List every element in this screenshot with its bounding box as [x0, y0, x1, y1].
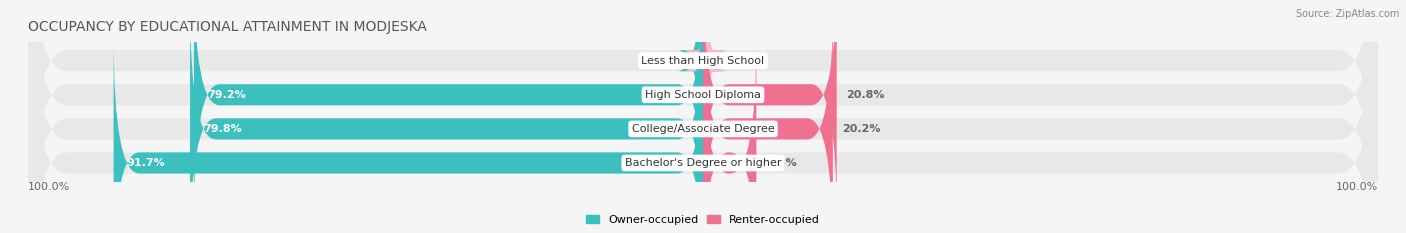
Text: 0.0%: 0.0%: [658, 56, 688, 66]
FancyBboxPatch shape: [28, 0, 1378, 233]
Text: Less than High School: Less than High School: [641, 56, 765, 66]
Text: High School Diploma: High School Diploma: [645, 90, 761, 100]
FancyBboxPatch shape: [190, 3, 703, 233]
Text: 0.0%: 0.0%: [718, 56, 748, 66]
FancyBboxPatch shape: [703, 3, 832, 233]
Text: 100.0%: 100.0%: [1336, 182, 1378, 192]
FancyBboxPatch shape: [28, 0, 1378, 233]
Text: Source: ZipAtlas.com: Source: ZipAtlas.com: [1295, 9, 1399, 19]
Text: 8.3%: 8.3%: [766, 158, 797, 168]
FancyBboxPatch shape: [703, 37, 756, 233]
FancyBboxPatch shape: [703, 0, 837, 221]
Text: 20.8%: 20.8%: [846, 90, 884, 100]
FancyBboxPatch shape: [114, 37, 703, 233]
FancyBboxPatch shape: [28, 0, 1378, 233]
FancyBboxPatch shape: [682, 0, 728, 186]
FancyBboxPatch shape: [194, 0, 703, 221]
FancyBboxPatch shape: [678, 0, 724, 186]
Text: 20.2%: 20.2%: [842, 124, 882, 134]
Text: 79.8%: 79.8%: [202, 124, 242, 134]
Text: College/Associate Degree: College/Associate Degree: [631, 124, 775, 134]
Text: Bachelor's Degree or higher: Bachelor's Degree or higher: [624, 158, 782, 168]
FancyBboxPatch shape: [28, 0, 1378, 233]
Legend: Owner-occupied, Renter-occupied: Owner-occupied, Renter-occupied: [581, 210, 825, 229]
Text: 91.7%: 91.7%: [127, 158, 166, 168]
Text: 100.0%: 100.0%: [28, 182, 70, 192]
Text: OCCUPANCY BY EDUCATIONAL ATTAINMENT IN MODJESKA: OCCUPANCY BY EDUCATIONAL ATTAINMENT IN M…: [28, 20, 427, 34]
Text: 79.2%: 79.2%: [207, 90, 246, 100]
